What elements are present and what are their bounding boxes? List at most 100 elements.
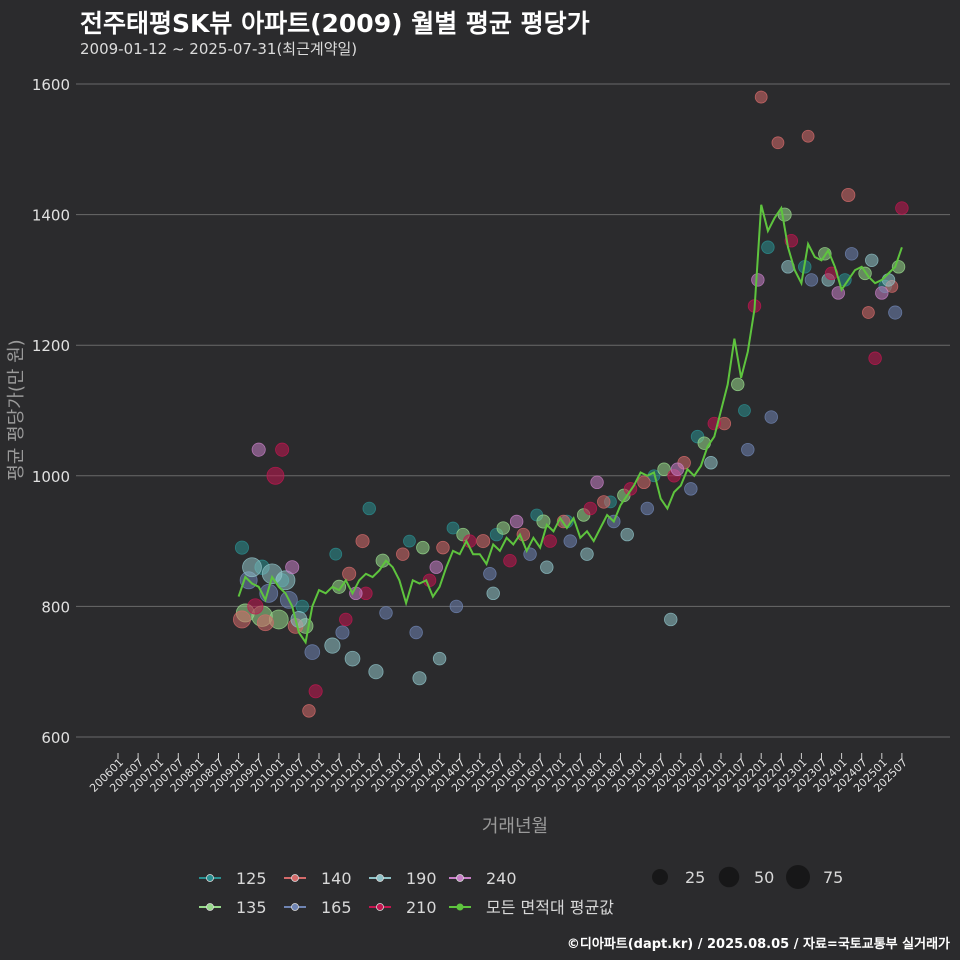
data-point-140 bbox=[862, 306, 875, 319]
scatter-points bbox=[233, 90, 909, 718]
data-point-165 bbox=[741, 442, 755, 457]
data-point-190 bbox=[580, 547, 594, 561]
y-tick-label: 1400 bbox=[32, 207, 70, 225]
data-point-190 bbox=[324, 637, 341, 654]
data-point-210 bbox=[543, 534, 557, 548]
legend-label-avg: 모든 면적대 평균값 bbox=[486, 898, 614, 917]
data-point-125 bbox=[761, 240, 775, 254]
data-point-125 bbox=[403, 534, 416, 548]
data-point-140 bbox=[436, 540, 450, 555]
data-point-190 bbox=[242, 557, 262, 578]
legend-label-125: 125 bbox=[236, 869, 267, 888]
data-point-190 bbox=[486, 586, 500, 601]
size-legend-label: 75 bbox=[823, 868, 843, 887]
data-point-190 bbox=[412, 671, 427, 686]
data-point-140 bbox=[233, 610, 251, 629]
size-legend-circle bbox=[652, 869, 668, 885]
data-point-190 bbox=[704, 456, 718, 470]
y-tick-label: 1600 bbox=[32, 76, 70, 94]
data-point-140 bbox=[355, 534, 370, 549]
data-point-190 bbox=[344, 650, 361, 667]
y-axis-label: 평균 평당가(만 원) bbox=[6, 339, 27, 480]
data-point-210 bbox=[583, 501, 598, 516]
x-axis-label: 거래년월 bbox=[482, 816, 548, 837]
data-point-190 bbox=[368, 664, 384, 680]
data-point-190 bbox=[620, 527, 634, 542]
data-point-190 bbox=[881, 273, 896, 287]
legend-label-140: 140 bbox=[321, 869, 352, 888]
data-point-135 bbox=[731, 377, 745, 392]
data-point-210 bbox=[275, 442, 290, 457]
legend: 125 135 140 165 190 210 240 모든 면적대 평균값 25 50 75 bbox=[199, 864, 843, 917]
data-point-125 bbox=[738, 404, 751, 417]
data-point-240 bbox=[751, 273, 765, 287]
data-point-165 bbox=[804, 273, 819, 287]
legend-key-190 bbox=[376, 874, 384, 882]
data-point-165 bbox=[449, 599, 464, 614]
data-point-165 bbox=[844, 247, 859, 261]
y-tick-label: 1000 bbox=[32, 468, 70, 486]
data-point-210 bbox=[503, 553, 517, 568]
data-point-125 bbox=[446, 521, 460, 535]
data-point-125 bbox=[362, 501, 376, 516]
data-point-165 bbox=[304, 644, 321, 660]
legend-key-165 bbox=[291, 903, 299, 911]
x-axis-ticks: 2006012006072007012007072008012008072009… bbox=[87, 753, 910, 795]
legend-label-210: 210 bbox=[406, 898, 437, 917]
legend-key-240 bbox=[456, 874, 464, 882]
data-point-210 bbox=[308, 684, 323, 699]
legend-label-240: 240 bbox=[486, 869, 517, 888]
size-legend-circle bbox=[785, 864, 811, 890]
legend-label-190: 190 bbox=[406, 869, 437, 888]
data-point-165 bbox=[888, 305, 903, 320]
data-point-190 bbox=[540, 560, 554, 574]
size-legend-label: 50 bbox=[754, 868, 774, 887]
data-point-240 bbox=[670, 462, 685, 476]
data-point-165 bbox=[563, 534, 577, 548]
chart-subtitle: 2009-01-12 ~ 2025-07-31(최근계약일) bbox=[80, 40, 358, 58]
grid-lines bbox=[76, 83, 950, 738]
data-point-140 bbox=[476, 534, 491, 549]
data-point-165 bbox=[640, 501, 655, 516]
data-point-210 bbox=[895, 201, 909, 215]
data-point-210 bbox=[266, 466, 285, 485]
legend-key-135 bbox=[206, 903, 214, 911]
data-point-190 bbox=[664, 612, 678, 627]
data-point-240 bbox=[251, 442, 266, 457]
data-point-140 bbox=[302, 704, 316, 718]
data-point-240 bbox=[509, 514, 524, 529]
legend-key-125 bbox=[206, 874, 214, 882]
legend-label-135: 135 bbox=[236, 898, 267, 917]
data-point-140 bbox=[597, 495, 611, 509]
data-point-240 bbox=[590, 475, 604, 490]
data-point-240 bbox=[285, 560, 300, 575]
data-point-140 bbox=[771, 136, 785, 150]
chart-title: 전주태평SK뷰 아파트(2009) 월별 평균 평당가 bbox=[80, 9, 590, 38]
footer-credit: ©디아파트(dapt.kr) / 2025.08.05 / 자료=국토교통부 실… bbox=[566, 937, 950, 952]
data-point-135 bbox=[657, 462, 671, 476]
data-point-125 bbox=[329, 547, 343, 561]
data-point-140 bbox=[342, 566, 357, 581]
data-point-190 bbox=[865, 253, 879, 268]
legend-key-140 bbox=[291, 874, 299, 882]
average-price-line bbox=[237, 204, 903, 645]
data-point-210 bbox=[247, 598, 264, 615]
y-axis-ticks: 600 800 1000 1200 1400 1600 bbox=[32, 76, 70, 747]
data-point-165 bbox=[379, 606, 393, 620]
data-point-165 bbox=[483, 567, 497, 581]
average-line-layer bbox=[237, 204, 903, 645]
legend-key-avg bbox=[456, 903, 464, 911]
size-legend-label: 25 bbox=[685, 868, 705, 887]
data-point-125 bbox=[295, 599, 309, 614]
data-point-240 bbox=[429, 560, 443, 574]
legend-key-210 bbox=[376, 903, 384, 911]
data-point-140 bbox=[841, 187, 856, 203]
y-tick-label: 1200 bbox=[32, 337, 70, 355]
data-point-165 bbox=[335, 625, 350, 640]
data-point-135 bbox=[496, 521, 510, 535]
data-point-165 bbox=[764, 410, 778, 424]
data-point-125 bbox=[234, 540, 249, 555]
data-point-140 bbox=[754, 90, 768, 104]
y-tick-label: 800 bbox=[41, 598, 70, 616]
y-tick-label: 600 bbox=[41, 729, 70, 747]
